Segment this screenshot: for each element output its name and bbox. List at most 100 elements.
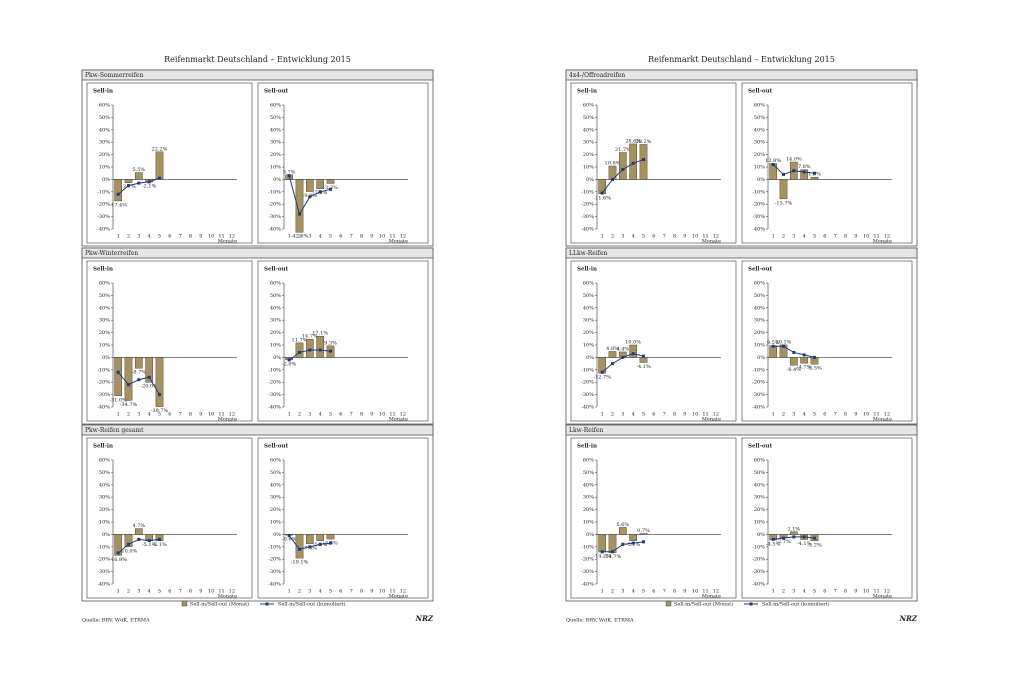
x-tick-label: 6 xyxy=(652,412,655,418)
chart-frame xyxy=(86,82,253,244)
x-tick-label: 7 xyxy=(834,589,837,595)
line-marker xyxy=(631,352,635,356)
bar xyxy=(326,179,335,184)
y-tick-label: 0% xyxy=(586,532,594,538)
y-tick-label: -20% xyxy=(581,557,594,563)
x-tick-label: 8 xyxy=(360,589,363,595)
line-marker xyxy=(158,176,161,180)
x-tick-label: 5 xyxy=(158,589,161,595)
y-tick-label: -20% xyxy=(752,380,765,386)
data-label: -2.0% xyxy=(282,361,297,367)
y-tick-label: -20% xyxy=(581,202,594,208)
bar xyxy=(326,534,335,540)
x-tick-label: 1 xyxy=(601,234,604,240)
data-label: -10.0% xyxy=(120,548,138,554)
y-tick-label: -10% xyxy=(268,544,281,550)
data-label: -5.1% xyxy=(142,542,157,548)
x-tick-label: 9 xyxy=(854,234,857,240)
y-tick-label: 60% xyxy=(583,281,594,287)
chart-title: Sell-in xyxy=(577,267,597,273)
y-tick-label: -20% xyxy=(581,380,594,386)
x-tick-label: 4 xyxy=(632,412,635,418)
data-label: -14.2% xyxy=(593,554,611,560)
y-tick-label: 10% xyxy=(99,165,110,171)
y-tick-label: -30% xyxy=(752,392,765,398)
line-marker xyxy=(802,170,806,174)
x-tick-label: 7 xyxy=(834,234,837,240)
data-label: 5.6% xyxy=(616,522,629,528)
x-tick-label: 10 xyxy=(379,412,385,418)
bar xyxy=(800,169,808,180)
y-tick-label: 30% xyxy=(99,495,110,501)
x-tick-label: 4 xyxy=(148,589,151,595)
y-tick-label: -30% xyxy=(581,392,594,398)
line-marker xyxy=(600,370,604,374)
data-label: -7.6% xyxy=(303,545,318,551)
y-tick-label: 60% xyxy=(583,103,594,109)
line-marker xyxy=(802,535,806,539)
chart-frame xyxy=(570,260,737,422)
data-label: 9.3% xyxy=(324,340,337,346)
y-tick-label: 30% xyxy=(754,318,765,324)
line-marker xyxy=(158,393,161,397)
y-tick-label: 10% xyxy=(754,165,765,171)
y-tick-label: -30% xyxy=(97,569,110,575)
y-tick-label: -30% xyxy=(268,392,281,398)
x-tick-label: 6 xyxy=(823,589,826,595)
line-marker xyxy=(127,383,130,387)
y-tick-label: 50% xyxy=(270,293,281,299)
y-tick-label: 10% xyxy=(754,343,765,349)
x-tick-label: 7 xyxy=(350,412,353,418)
y-tick-label: 0% xyxy=(102,355,110,361)
line-marker xyxy=(782,344,785,348)
data-label: 5.5% xyxy=(132,167,145,173)
x-tick-label: 7 xyxy=(179,412,182,418)
line-marker xyxy=(137,537,141,541)
y-tick-label: 60% xyxy=(754,458,765,464)
y-tick-label: -30% xyxy=(581,214,594,220)
x-tick-label: 10 xyxy=(863,234,869,240)
x-axis-label: Monate xyxy=(702,417,721,423)
data-label: -11.6% xyxy=(593,195,611,201)
bar xyxy=(295,342,304,358)
line-marker xyxy=(329,541,332,545)
y-tick-label: 30% xyxy=(583,495,594,501)
line-marker xyxy=(813,171,816,175)
x-tick-label: 11 xyxy=(389,412,395,418)
x-tick-label: 8 xyxy=(673,589,676,595)
y-tick-label: -10% xyxy=(752,544,765,550)
chart-title: Sell-out xyxy=(264,267,289,273)
x-tick-label: 6 xyxy=(168,589,171,595)
x-axis-label: Monate xyxy=(873,239,892,245)
x-tick-label: 12 xyxy=(713,589,719,595)
line-marker xyxy=(771,163,775,167)
data-label: -4.7% xyxy=(797,365,812,371)
data-label: -4.1% xyxy=(636,364,651,370)
x-axis-label: Monate xyxy=(389,594,408,600)
x-tick-label: 5 xyxy=(813,412,816,418)
y-tick-label: 40% xyxy=(754,305,765,311)
data-label: -16.9% xyxy=(109,557,127,563)
y-tick-label: 30% xyxy=(270,495,281,501)
x-tick-label: 1 xyxy=(288,589,291,595)
x-tick-label: 12 xyxy=(713,412,719,418)
y-tick-label: 20% xyxy=(99,152,110,158)
x-tick-label: 10 xyxy=(692,234,698,240)
line-marker xyxy=(287,534,291,538)
y-tick-label: 0% xyxy=(757,355,765,361)
y-tick-label: 10% xyxy=(754,520,765,526)
x-tick-label: 9 xyxy=(683,589,686,595)
y-tick-label: -10% xyxy=(581,367,594,373)
line-marker xyxy=(642,158,645,162)
x-tick-label: 10 xyxy=(692,589,698,595)
data-label: -17.4% xyxy=(109,202,127,208)
legend-label: Sell-in/Sell-out (Monat) xyxy=(674,601,733,608)
line-marker xyxy=(318,542,322,546)
x-tick-label: 10 xyxy=(692,412,698,418)
chart-title: Sell-out xyxy=(748,444,773,450)
x-tick-label: 4 xyxy=(319,412,322,418)
x-tick-label: 6 xyxy=(339,412,342,418)
x-tick-label: 9 xyxy=(370,412,373,418)
x-tick-label: 3 xyxy=(137,589,140,595)
chart-title: Sell-out xyxy=(748,267,773,273)
